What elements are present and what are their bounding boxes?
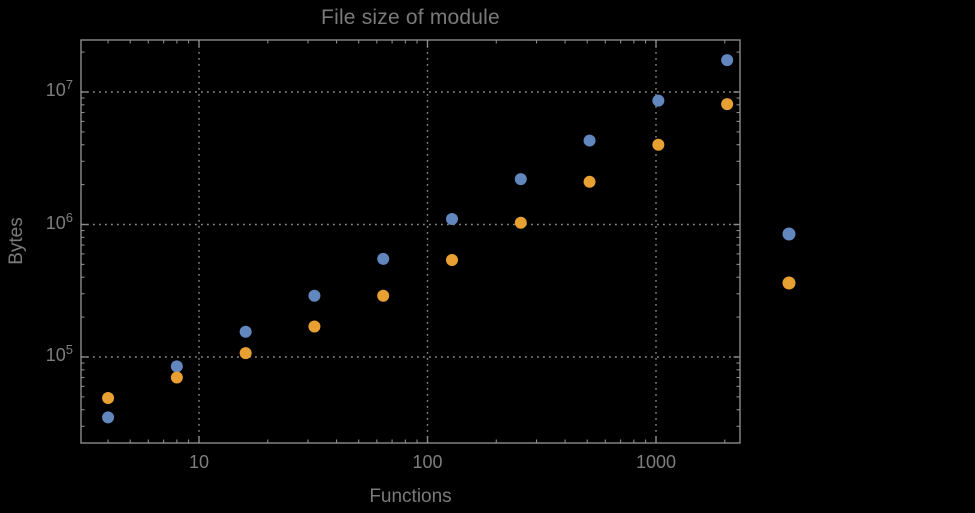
x-tick-label: 10 <box>188 452 210 472</box>
plot-frame <box>80 39 741 444</box>
x-axis-label: Functions <box>369 486 452 507</box>
data-point-blue <box>583 134 596 147</box>
data-point-blue <box>377 252 390 265</box>
data-point-orange <box>514 216 527 229</box>
data-point-orange <box>102 392 115 405</box>
legend-marker-blue <box>782 227 796 241</box>
data-point-blue <box>170 360 183 373</box>
x-tick-label: 1000 <box>635 452 677 472</box>
y-tick-label: 107 <box>45 77 73 100</box>
legend-marker-orange <box>782 276 796 290</box>
data-point-orange <box>721 98 734 111</box>
data-point-blue <box>102 411 115 424</box>
data-point-orange <box>652 138 665 151</box>
data-point-blue <box>308 289 321 302</box>
data-point-orange <box>583 175 596 188</box>
x-tick-label: 100 <box>412 452 443 472</box>
data-point-blue <box>445 213 458 226</box>
data-point-blue <box>514 173 527 186</box>
data-point-blue <box>652 94 665 107</box>
data-point-orange <box>170 371 183 384</box>
y-axis-label: Bytes <box>6 217 27 265</box>
data-point-blue <box>239 325 252 338</box>
data-point-orange <box>308 320 321 333</box>
data-point-orange <box>445 253 458 266</box>
chart-title: File size of module <box>321 6 500 29</box>
data-point-blue <box>721 54 734 67</box>
data-point-orange <box>239 347 252 360</box>
y-tick-label: 106 <box>45 209 73 233</box>
y-tick-label: 105 <box>45 342 73 365</box>
data-point-orange <box>377 289 390 302</box>
